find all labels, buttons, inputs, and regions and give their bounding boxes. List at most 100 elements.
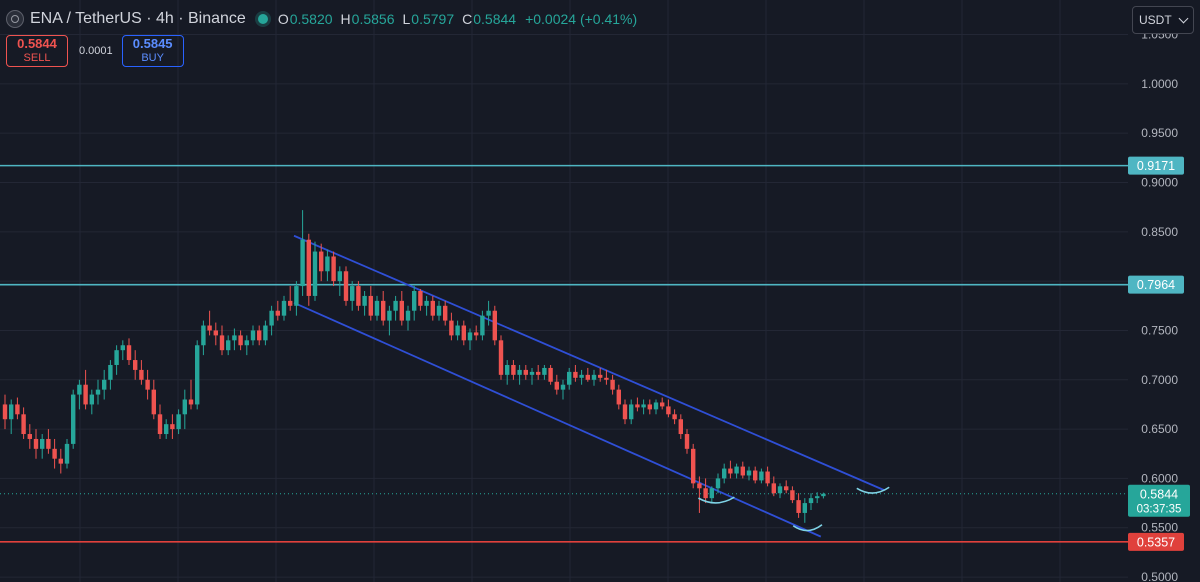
candle-body xyxy=(331,256,336,282)
candle-body xyxy=(598,374,603,378)
candle-body xyxy=(492,310,497,341)
candle-body xyxy=(157,414,163,435)
candle-body xyxy=(9,404,14,420)
curve-annotation[interactable] xyxy=(698,496,735,504)
buy-button[interactable]: 0.5845 BUY xyxy=(121,35,184,67)
candle-body xyxy=(455,325,460,336)
last-price-label: 0.5844 xyxy=(1140,487,1178,501)
candle-body xyxy=(27,434,32,439)
candle-body xyxy=(622,404,628,420)
candle xyxy=(46,429,51,454)
price-tick-label: 0.9500 xyxy=(1141,126,1178,140)
candle-body xyxy=(790,490,795,501)
candle xyxy=(517,364,522,385)
candle-body xyxy=(753,470,758,481)
candle xyxy=(250,325,256,346)
candle-body xyxy=(46,438,51,449)
curve-annotation[interactable] xyxy=(856,486,890,494)
candle xyxy=(21,407,26,439)
candle xyxy=(815,492,820,504)
candle xyxy=(164,419,169,439)
candle-body xyxy=(114,350,119,365)
candle-body xyxy=(796,500,801,513)
candle-body xyxy=(343,271,349,301)
candle xyxy=(399,291,404,326)
candle xyxy=(759,468,764,484)
candle-body xyxy=(294,286,299,306)
price-tick-label: 0.9000 xyxy=(1141,175,1178,189)
candle xyxy=(821,492,826,499)
candle xyxy=(467,328,473,351)
curve-annotation[interactable] xyxy=(792,524,823,532)
symbol-title[interactable]: ENA / TetherUS · 4h · Binance xyxy=(30,10,246,27)
candle xyxy=(257,325,262,346)
candle-body xyxy=(616,389,621,405)
candle-body xyxy=(412,291,417,311)
candle-body xyxy=(120,345,125,351)
candle xyxy=(498,335,504,380)
candle-body xyxy=(715,478,721,489)
candle xyxy=(58,448,63,474)
candle-body xyxy=(567,371,572,385)
level-price-tag xyxy=(1128,275,1184,294)
candle-body xyxy=(815,496,820,499)
price-tick-label: 0.6000 xyxy=(1141,471,1178,485)
candle-body xyxy=(424,300,429,306)
sell-price: 0.5844 xyxy=(17,36,57,51)
candle xyxy=(362,291,367,316)
currency-selector[interactable]: USDT xyxy=(1132,6,1194,34)
candle xyxy=(753,466,758,484)
candle xyxy=(579,369,584,385)
symbol-logo-icon[interactable] xyxy=(6,10,24,28)
candle xyxy=(523,364,528,380)
candle-body xyxy=(405,310,411,321)
price-tick-label: 0.8500 xyxy=(1141,225,1178,239)
candle-body xyxy=(126,345,132,361)
candle xyxy=(697,476,702,513)
price-axis[interactable]: 1.05001.00000.95000.90000.85000.80000.75… xyxy=(1128,28,1190,582)
candle-body xyxy=(381,300,386,321)
candle-body xyxy=(312,251,318,296)
candle xyxy=(765,466,770,487)
channel-upper-line[interactable] xyxy=(293,234,885,492)
candle xyxy=(281,295,287,321)
candle xyxy=(449,312,454,341)
candle-body xyxy=(722,468,727,479)
candle-body xyxy=(337,271,342,282)
candle xyxy=(126,338,132,365)
candle xyxy=(802,498,807,523)
candle-body xyxy=(746,470,752,476)
candle xyxy=(461,320,466,346)
candle-body xyxy=(647,404,652,410)
price-tick-label: 1.0000 xyxy=(1141,77,1178,91)
candle xyxy=(412,286,417,321)
horizontal-levels[interactable] xyxy=(0,164,1128,543)
candle-body xyxy=(300,239,305,287)
curve-annotations[interactable] xyxy=(698,486,890,532)
candle xyxy=(740,461,745,479)
candle-body xyxy=(399,300,404,321)
candle-body xyxy=(151,389,156,415)
candle-body xyxy=(374,300,380,316)
candle xyxy=(678,414,683,439)
level-price-label: 0.9171 xyxy=(1137,159,1175,173)
candle xyxy=(616,384,621,410)
candle xyxy=(734,463,739,479)
candle-body xyxy=(759,471,764,481)
candle xyxy=(300,210,305,296)
candle-body xyxy=(771,483,776,494)
candle-body xyxy=(77,384,82,395)
ohlc-open: O0.5820 xyxy=(277,11,333,27)
candle xyxy=(455,320,460,341)
candle xyxy=(529,367,535,385)
candle-body xyxy=(808,498,814,504)
candle-body xyxy=(145,379,150,390)
candle-body xyxy=(461,325,466,341)
candle-body xyxy=(108,364,113,380)
candle xyxy=(560,379,566,400)
candle xyxy=(486,300,491,326)
candle-body xyxy=(591,374,597,380)
sell-button[interactable]: 0.5844 SELL xyxy=(6,35,68,67)
ohlc-low: L0.5797 xyxy=(402,11,455,27)
